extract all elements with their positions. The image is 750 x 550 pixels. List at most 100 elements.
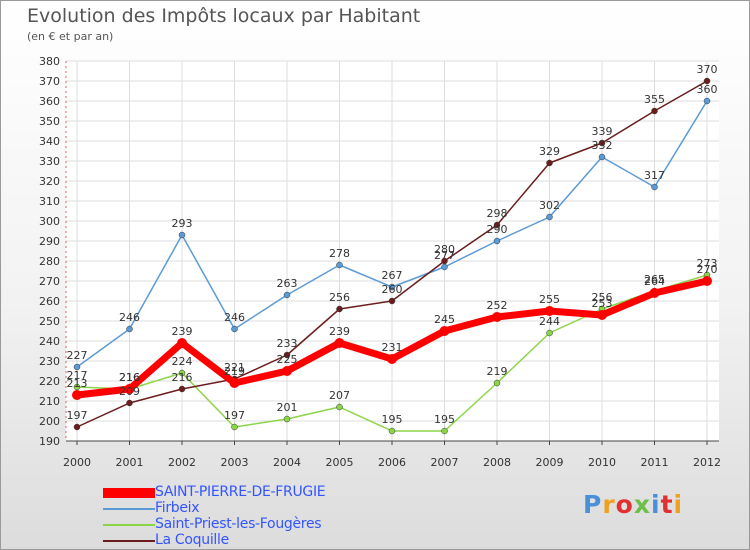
data-point xyxy=(546,213,553,221)
data-point xyxy=(229,378,240,388)
logo-letter: i xyxy=(673,490,684,519)
data-point xyxy=(178,385,186,393)
y-tick-label: 250 xyxy=(39,315,60,328)
y-tick-label: 310 xyxy=(39,195,60,208)
data-point xyxy=(72,390,82,400)
data-point xyxy=(703,77,711,85)
logo-letter: P xyxy=(583,490,603,519)
x-tick-label: 2010 xyxy=(588,456,616,469)
data-point xyxy=(282,366,292,376)
data-label: 207 xyxy=(329,389,350,402)
data-label: 270 xyxy=(697,263,718,276)
data-label: 256 xyxy=(592,291,613,304)
data-label: 209 xyxy=(119,385,140,398)
y-tick-label: 300 xyxy=(39,215,60,228)
y-tick-label: 230 xyxy=(39,355,60,368)
data-label: 246 xyxy=(119,311,140,324)
data-point xyxy=(336,261,343,269)
data-label: 201 xyxy=(277,401,298,414)
data-label: 239 xyxy=(329,325,350,338)
data-point xyxy=(336,305,343,313)
data-label: 219 xyxy=(224,365,245,378)
legend-label: La Coquille xyxy=(155,532,229,548)
data-label: 302 xyxy=(539,199,560,212)
data-label: 370 xyxy=(697,63,718,76)
data-label: 263 xyxy=(277,277,298,290)
data-point xyxy=(73,363,81,371)
data-point xyxy=(177,338,187,348)
data-label: 267 xyxy=(382,269,403,282)
data-point xyxy=(439,326,450,336)
data-point xyxy=(178,369,186,377)
y-tick-label: 350 xyxy=(39,115,60,128)
legend-swatch xyxy=(103,508,155,510)
data-label: 225 xyxy=(277,353,298,366)
data-point xyxy=(441,427,448,435)
x-tick-label: 2008 xyxy=(483,456,511,469)
data-point xyxy=(544,306,555,316)
data-label: 219 xyxy=(487,365,508,378)
data-label: 290 xyxy=(487,223,508,236)
data-label: 213 xyxy=(67,377,88,390)
data-label: 360 xyxy=(697,83,718,96)
series-lines xyxy=(72,77,712,435)
data-label: 233 xyxy=(277,337,298,350)
data-point xyxy=(546,159,553,167)
data-label: 197 xyxy=(224,409,245,422)
data-point xyxy=(493,379,501,387)
data-label: 332 xyxy=(592,139,613,152)
data-point xyxy=(651,183,658,191)
data-label: 197 xyxy=(67,409,88,422)
data-label: 277 xyxy=(434,249,455,262)
data-label: 217 xyxy=(67,369,88,382)
data-label: 244 xyxy=(539,315,560,328)
data-label: 265 xyxy=(644,273,665,286)
data-point xyxy=(702,276,712,286)
data-point xyxy=(178,231,186,239)
data-label: 195 xyxy=(382,413,403,426)
y-tick-label: 290 xyxy=(39,235,60,248)
data-point xyxy=(283,291,291,299)
data-point xyxy=(441,263,448,271)
data-label: 273 xyxy=(697,257,718,270)
data-label: 264 xyxy=(644,275,665,288)
proxiti-logo: Proxiti xyxy=(583,490,683,519)
data-label: 227 xyxy=(67,349,88,362)
logo-letter: t xyxy=(660,490,674,519)
y-tick-label: 200 xyxy=(39,415,60,428)
data-label: 195 xyxy=(434,413,455,426)
logo-letter: x xyxy=(633,490,651,519)
data-label: 298 xyxy=(487,207,508,220)
x-tick-label: 2000 xyxy=(63,456,91,469)
y-tick-label: 340 xyxy=(39,135,60,148)
x-tick-label: 2003 xyxy=(221,456,249,469)
data-point xyxy=(283,415,291,423)
data-label: 278 xyxy=(329,247,350,260)
y-tick-label: 240 xyxy=(39,335,60,348)
y-tick-label: 190 xyxy=(39,435,60,448)
data-point xyxy=(231,423,238,431)
legend-swatch xyxy=(103,488,155,498)
data-point xyxy=(493,237,501,245)
data-point xyxy=(388,297,396,305)
data-point xyxy=(441,257,448,265)
x-tick-label: 2006 xyxy=(378,456,406,469)
data-point xyxy=(388,283,396,291)
x-tick-label: 2001 xyxy=(116,456,144,469)
legend-swatch xyxy=(103,540,155,542)
data-label: 260 xyxy=(382,283,403,296)
data-label: 280 xyxy=(434,243,455,256)
data-label: 317 xyxy=(644,169,665,182)
data-point xyxy=(336,403,343,411)
x-tick-label: 2011 xyxy=(641,456,669,469)
logo-letter: r xyxy=(602,490,616,519)
x-tick-label: 2007 xyxy=(431,456,459,469)
data-label: 216 xyxy=(119,371,140,384)
y-tick-label: 370 xyxy=(39,75,60,88)
data-point xyxy=(231,325,238,333)
data-point xyxy=(388,427,396,435)
x-tick-label: 2012 xyxy=(693,456,721,469)
data-label: 224 xyxy=(172,355,193,368)
